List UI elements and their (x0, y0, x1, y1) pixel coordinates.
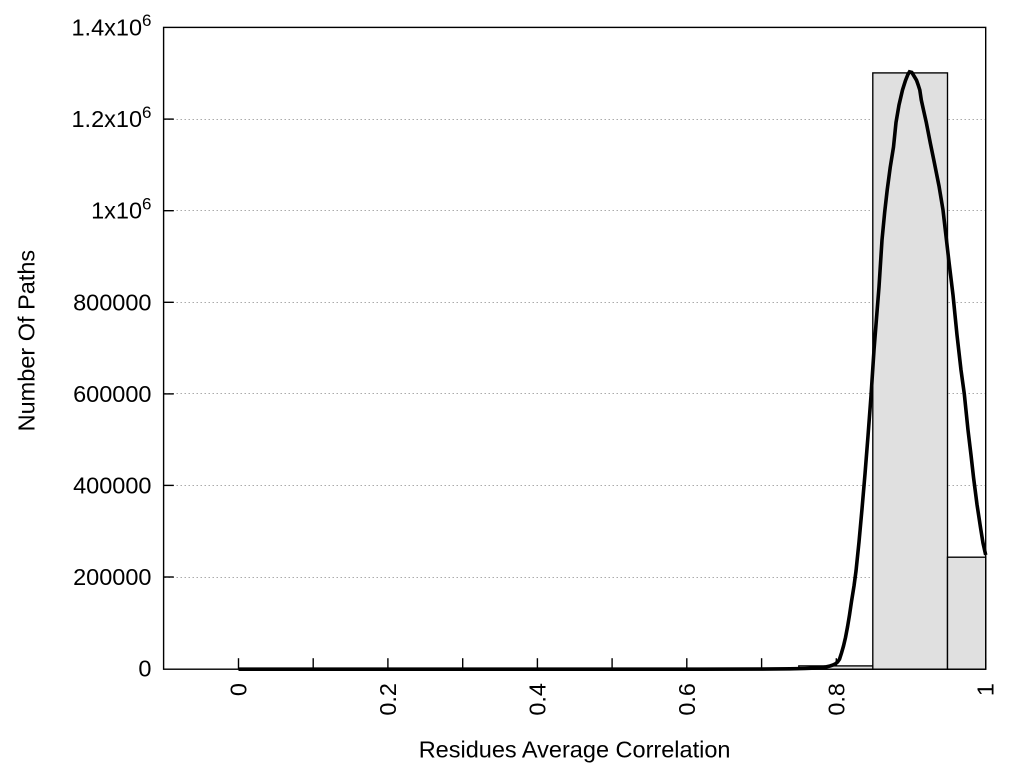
svg-text:Number Of Paths: Number Of Paths (14, 250, 40, 432)
svg-text:800000: 800000 (73, 289, 151, 315)
svg-text:1.2x106: 1.2x106 (71, 103, 151, 132)
svg-text:0: 0 (138, 656, 151, 682)
svg-text:0.4: 0.4 (524, 683, 550, 716)
svg-text:200000: 200000 (73, 564, 151, 590)
svg-text:1x106: 1x106 (91, 194, 151, 223)
svg-text:1.4x106: 1.4x106 (71, 11, 151, 40)
svg-text:0: 0 (226, 683, 252, 696)
svg-text:600000: 600000 (73, 381, 151, 407)
svg-text:0.6: 0.6 (674, 683, 700, 716)
svg-text:1: 1 (973, 683, 999, 696)
svg-text:Residues Average Correlation: Residues Average Correlation (419, 737, 731, 763)
svg-text:0.8: 0.8 (823, 683, 849, 716)
svg-text:0.2: 0.2 (375, 683, 401, 716)
svg-text:400000: 400000 (73, 472, 151, 498)
